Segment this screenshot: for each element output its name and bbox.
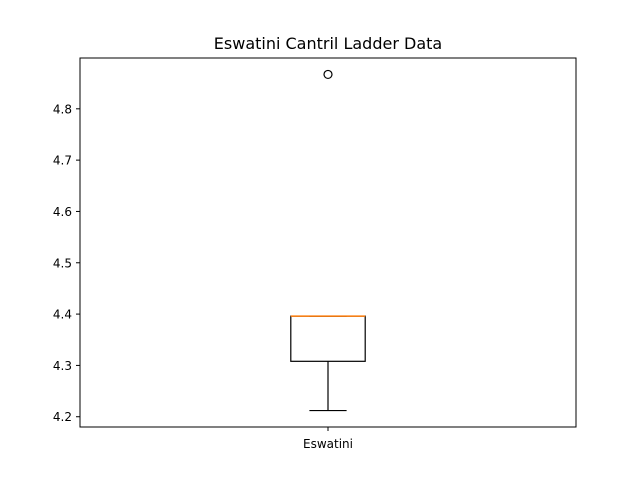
iqr-box (290, 315, 366, 362)
y-tick-label: 4.4 (53, 308, 72, 322)
y-tick-label: 4.7 (53, 154, 72, 168)
y-tick-label: 4.5 (53, 256, 72, 270)
y-tick-label: 4.2 (53, 410, 72, 424)
chart-title: Eswatini Cantril Ladder Data (214, 34, 442, 53)
plot-frame (79, 57, 577, 428)
y-tick-label: 4.3 (53, 359, 72, 373)
outlier-point (323, 69, 333, 80)
x-tick-label: Eswatini (303, 437, 353, 451)
y-tick-label: 4.6 (53, 205, 72, 219)
y-tick-label: 4.8 (53, 102, 72, 116)
